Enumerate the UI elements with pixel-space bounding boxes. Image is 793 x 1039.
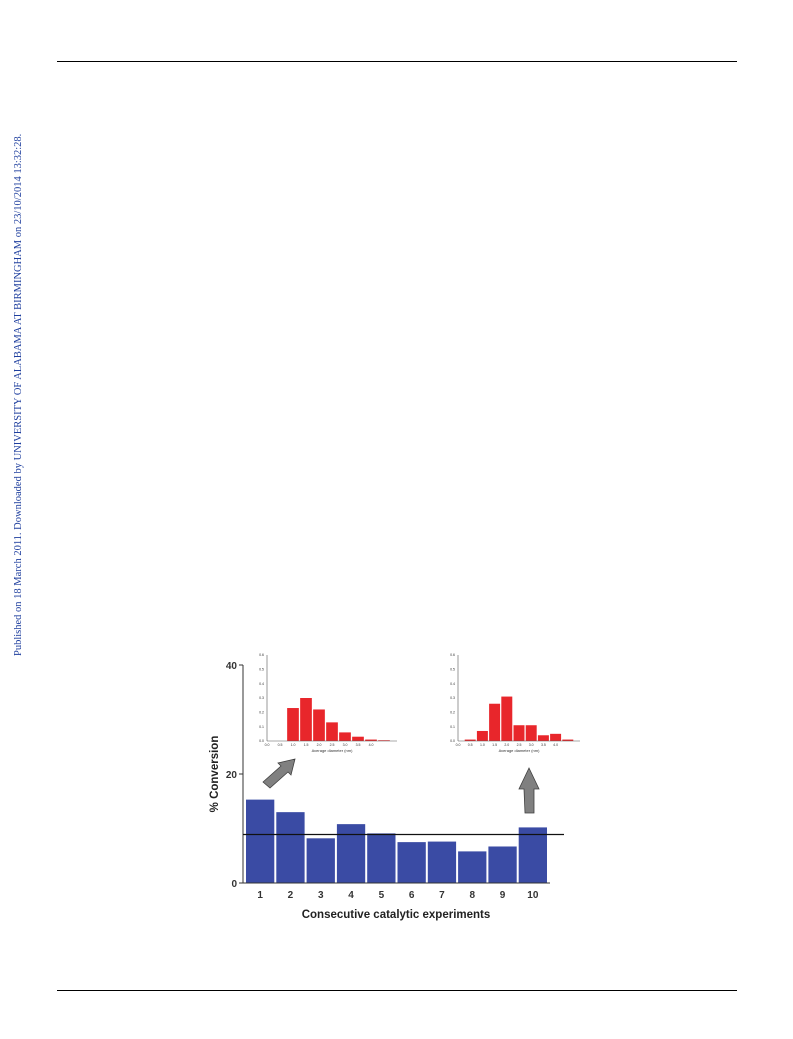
inset-bar bbox=[352, 736, 364, 741]
inset-x-tick-label: 0.5 bbox=[278, 743, 283, 747]
download-watermark: Published on 18 March 2011. Downloaded b… bbox=[0, 0, 26, 660]
x-ticks: 1 2 3 4 5 6 7 8 9 10 bbox=[257, 890, 538, 901]
inset-y-tick-label: 0.5 bbox=[450, 668, 455, 672]
footer-rule bbox=[57, 990, 737, 991]
inset-bar bbox=[489, 703, 501, 741]
inset-histogram-right: 0.0 0.1 0.2 0.3 0.4 0.5 0.6 0.0 0.5 1.0 1.5 2.0 2.5 3… bbox=[450, 653, 580, 753]
main-bar-1 bbox=[246, 799, 275, 883]
inset-bar bbox=[525, 725, 537, 741]
inset-bar bbox=[513, 725, 525, 741]
header-rule bbox=[57, 61, 737, 62]
inset-histogram-left: 0.0 0.1 0.2 0.3 0.4 0.5 0.6 0.0 0.5 1.0 1.5 2.0 2.5 3… bbox=[259, 653, 397, 753]
inset-bar bbox=[464, 739, 476, 741]
x-tick-label-2: 2 bbox=[288, 890, 294, 901]
inset-y-tick-label: 0.6 bbox=[259, 653, 264, 657]
x-tick-label-4: 4 bbox=[348, 890, 354, 901]
inset-bar bbox=[300, 698, 312, 741]
inset-x-tick-label: 2.0 bbox=[504, 743, 509, 747]
inset-x-tick-label: 2.5 bbox=[330, 743, 335, 747]
x-tick-label-9: 9 bbox=[500, 890, 506, 901]
y-tick-label-0: 0 bbox=[231, 879, 237, 890]
main-bar-10 bbox=[518, 827, 547, 883]
inset-y-tick-label: 0.4 bbox=[450, 682, 455, 686]
inset-x-tick-label: 1.5 bbox=[304, 743, 309, 747]
inset-y-tick-label: 0.4 bbox=[259, 682, 264, 686]
inset-x-tick-label: 2.5 bbox=[517, 743, 522, 747]
inset-x-tick-label: 3.5 bbox=[356, 743, 361, 747]
watermark-text: Published on 18 March 2011. Downloaded b… bbox=[13, 133, 24, 656]
main-bar-6 bbox=[397, 842, 426, 883]
main-bar-9 bbox=[488, 846, 517, 883]
x-tick-label-5: 5 bbox=[379, 890, 385, 901]
inset-x-tick-label: 2.0 bbox=[317, 743, 322, 747]
main-bars bbox=[246, 799, 547, 883]
y-ticks: 0 20 40 bbox=[226, 661, 243, 890]
main-bar-5 bbox=[367, 833, 396, 883]
inset-y-tick-label: 0.3 bbox=[259, 696, 264, 700]
inset-x-tick-label: 3.0 bbox=[343, 743, 348, 747]
x-tick-label-1: 1 bbox=[257, 890, 263, 901]
y-tick-label-40: 40 bbox=[226, 661, 238, 672]
inset-y-tick-label: 0.1 bbox=[450, 725, 455, 729]
inset-bar bbox=[339, 732, 351, 741]
inset-x-tick-label: 1.0 bbox=[480, 743, 485, 747]
inset-y-tick-label: 0.2 bbox=[450, 711, 455, 715]
inset-y-tick-label: 0.0 bbox=[259, 739, 264, 743]
arrow-up-icon bbox=[518, 767, 540, 814]
inset-bar bbox=[326, 722, 338, 741]
inset-x-tick-label: 3.5 bbox=[541, 743, 546, 747]
main-bar-4 bbox=[336, 824, 366, 883]
inset-bar bbox=[365, 739, 377, 741]
inset-bar bbox=[562, 739, 574, 741]
inset-x-tick-label: 0.0 bbox=[456, 743, 461, 747]
inset-bar bbox=[378, 740, 390, 741]
main-bar-3 bbox=[306, 838, 335, 883]
arrow-up-right-icon bbox=[262, 758, 296, 789]
x-tick-label-7: 7 bbox=[439, 890, 445, 901]
y-tick-label-20: 20 bbox=[226, 770, 238, 781]
inset-y-tick-label: 0.3 bbox=[450, 696, 455, 700]
inset-x-tick-label: 4.0 bbox=[369, 743, 374, 747]
inset-x-tick-label: 4.0 bbox=[553, 743, 558, 747]
inset-y-tick-label: 0.5 bbox=[259, 668, 264, 672]
x-tick-label-10: 10 bbox=[527, 890, 539, 901]
inset-bar bbox=[476, 730, 488, 741]
inset-y-tick-label: 0.0 bbox=[450, 739, 455, 743]
inset-bar bbox=[550, 733, 562, 741]
y-axis-title: % Conversion bbox=[209, 736, 221, 813]
x-tick-label-3: 3 bbox=[318, 890, 324, 901]
conversion-bar-chart: 0 20 40 1 2 3 4 5 6 7 8 9 10 % Conversion Consecuti… bbox=[209, 653, 580, 921]
inset-bar bbox=[313, 709, 325, 741]
inset-bar bbox=[287, 708, 299, 741]
main-bar-7 bbox=[427, 841, 457, 883]
inset-x-tick-label: 0.0 bbox=[265, 743, 270, 747]
main-bar-2 bbox=[276, 812, 305, 883]
inset-y-tick-label: 0.1 bbox=[259, 725, 264, 729]
inset-x-tick-label: 1.5 bbox=[492, 743, 497, 747]
inset-bar bbox=[501, 696, 513, 741]
inset-bar bbox=[537, 735, 549, 741]
inset-x-axis-title: Average diameter (nm) bbox=[499, 748, 541, 753]
inset-x-tick-label: 3.0 bbox=[529, 743, 534, 747]
inset-x-tick-label: 1.0 bbox=[291, 743, 296, 747]
x-tick-label-6: 6 bbox=[409, 890, 415, 901]
inset-y-tick-label: 0.6 bbox=[450, 653, 455, 657]
figure: 0 20 40 1 2 3 4 5 6 7 8 9 10 % Conversion Consecuti… bbox=[200, 650, 590, 930]
x-tick-label-8: 8 bbox=[469, 890, 475, 901]
x-axis-title: Consecutive catalytic experiments bbox=[302, 909, 491, 921]
inset-x-axis-title: Average diameter (nm) bbox=[312, 748, 354, 753]
main-bar-8 bbox=[458, 851, 487, 883]
inset-y-tick-label: 0.2 bbox=[259, 711, 264, 715]
inset-x-tick-label: 0.5 bbox=[468, 743, 473, 747]
